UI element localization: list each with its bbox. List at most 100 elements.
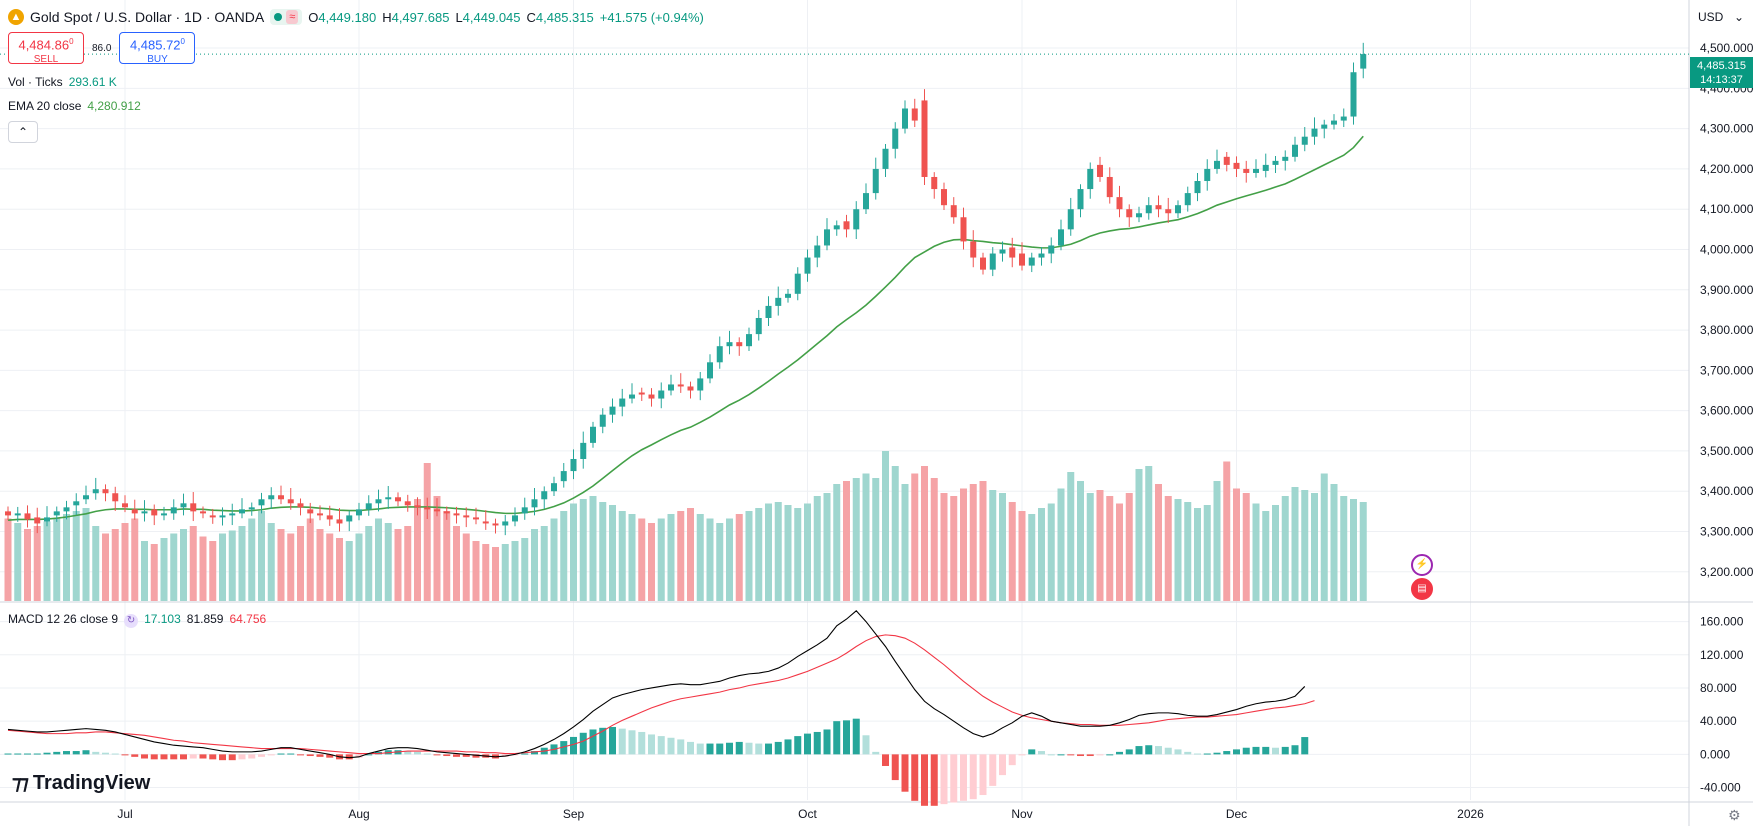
- volume-bar: [482, 544, 490, 601]
- volume-bar: [1067, 472, 1075, 601]
- volume-bar: [677, 511, 685, 601]
- macd-histogram-bar: [121, 754, 129, 756]
- volume-bar: [1340, 496, 1348, 601]
- price-tick-label: 4,100.000: [1700, 202, 1753, 216]
- macd-histogram-bar: [969, 754, 977, 800]
- candle-body: [453, 513, 460, 516]
- candle-body: [83, 495, 89, 500]
- candle-body: [112, 493, 119, 502]
- price-tick-label: 3,800.000: [1700, 323, 1753, 337]
- macd-histogram-bar: [891, 754, 899, 781]
- macd-legend[interactable]: MACD 12 26 close 9 ↻ 17.103 81.859 64.756: [8, 612, 266, 628]
- volume-bar: [1194, 508, 1201, 601]
- volume-bar: [1291, 487, 1299, 601]
- volume-bar: [1038, 508, 1045, 601]
- volume-bar: [618, 511, 626, 601]
- sell-button[interactable]: 4,484.860 SELL: [8, 32, 84, 65]
- candle-body: [180, 503, 187, 508]
- volume-bar: [999, 493, 1006, 601]
- macd-tick-label: 40.000: [1700, 714, 1737, 728]
- volume-bar: [326, 533, 334, 601]
- candle-body: [941, 189, 947, 206]
- ohlc-close: 4,485.315: [535, 9, 594, 25]
- buy-button[interactable]: 4,485.720 BUY: [119, 32, 196, 65]
- volume-bar: [745, 511, 753, 601]
- macd-histogram-bar: [1145, 745, 1153, 755]
- macd-histogram-bar: [131, 754, 139, 757]
- candle-body: [775, 297, 782, 306]
- collapse-legend-button[interactable]: ⌃: [8, 121, 38, 143]
- volume-bar: [433, 496, 441, 601]
- macd-histogram-bar: [1281, 746, 1289, 755]
- macd-legend-name: MACD 12 26 close 9: [8, 612, 119, 626]
- volume-legend[interactable]: Vol · Ticks 293.61 K: [8, 75, 117, 89]
- ohlc-low: 4,449.045: [462, 9, 521, 25]
- volume-bar: [336, 538, 343, 601]
- candle-body: [53, 511, 60, 516]
- price-tick-label: 4,200.000: [1700, 162, 1753, 176]
- market-status-pill[interactable]: ≈: [270, 9, 303, 25]
- macd-histogram-bar: [209, 754, 217, 760]
- volume-bar: [345, 541, 353, 601]
- volume-bar: [1281, 496, 1289, 601]
- macd-histogram-bar: [443, 754, 451, 757]
- time-tick-label: Aug: [348, 807, 369, 821]
- settings-gear-icon[interactable]: ⚙: [1728, 808, 1741, 824]
- price-tick-label: 4,500.000: [1700, 41, 1753, 55]
- volume-bar: [1301, 490, 1309, 601]
- macd-histogram-bar: [521, 753, 529, 755]
- macd-histogram-bar: [365, 754, 373, 756]
- macd-histogram-bar: [219, 754, 226, 761]
- macd-histogram-bar: [72, 751, 80, 755]
- volume-bar: [833, 484, 841, 601]
- macd-signal-value: 64.756: [229, 612, 267, 626]
- macd-histogram-bar: [1096, 754, 1104, 756]
- macd-histogram-bar: [1291, 745, 1299, 755]
- volume-bar: [969, 484, 977, 601]
- volume-bar: [531, 529, 538, 601]
- candle-body: [1184, 193, 1191, 206]
- candle-body: [336, 519, 343, 524]
- volume-bar: [511, 541, 519, 601]
- currency-selector[interactable]: USD ⌄: [1690, 6, 1752, 28]
- volume-bar: [735, 514, 743, 601]
- candle-body: [1009, 247, 1016, 258]
- candle-body: [1292, 144, 1298, 157]
- symbol-title[interactable]: Gold Spot / U.S. Dollar · 1D · OANDA: [30, 9, 265, 25]
- candle-body: [1360, 54, 1367, 69]
- lightning-event-icon[interactable]: ⚡: [1411, 554, 1433, 576]
- macd-histogram-bar: [1135, 746, 1143, 755]
- candle-body: [531, 499, 538, 508]
- macd-histogram-bar: [648, 734, 655, 755]
- candle-body: [239, 509, 245, 514]
- price-tick-label: 4,300.000: [1700, 122, 1753, 136]
- volume-bar: [414, 499, 421, 601]
- volume-bar: [1145, 466, 1153, 601]
- volume-bar: [804, 503, 811, 601]
- volume-bar: [716, 523, 724, 601]
- ema-legend[interactable]: EMA 20 close 4,280.912: [8, 99, 141, 113]
- volume-bar: [219, 533, 226, 601]
- us-flag-event-icon[interactable]: ▤: [1411, 578, 1433, 600]
- refresh-icon[interactable]: ↻: [124, 614, 139, 628]
- volume-bar: [1077, 481, 1084, 601]
- macd-histogram-bar: [862, 735, 870, 755]
- tradingview-logo[interactable]: ⁊⁊ TradingView: [12, 772, 150, 795]
- macd-histogram-bar: [765, 743, 772, 755]
- macd-histogram-bar: [882, 754, 889, 766]
- macd-histogram-bar: [1067, 754, 1075, 756]
- candle-body: [785, 293, 791, 298]
- macd-histogram-bar: [999, 754, 1006, 776]
- candle-body: [950, 205, 957, 218]
- macd-histogram-bar: [472, 754, 480, 758]
- candle-body: [1223, 156, 1230, 165]
- macd-histogram-bar: [1008, 754, 1016, 766]
- macd-tick-label: 0.000: [1700, 747, 1730, 761]
- candle-body: [307, 509, 314, 514]
- volume-bar: [1164, 496, 1172, 601]
- candle-body: [726, 342, 733, 347]
- candle-body: [814, 245, 821, 258]
- macd-histogram-bar: [1018, 754, 1026, 756]
- candle-body: [24, 513, 31, 520]
